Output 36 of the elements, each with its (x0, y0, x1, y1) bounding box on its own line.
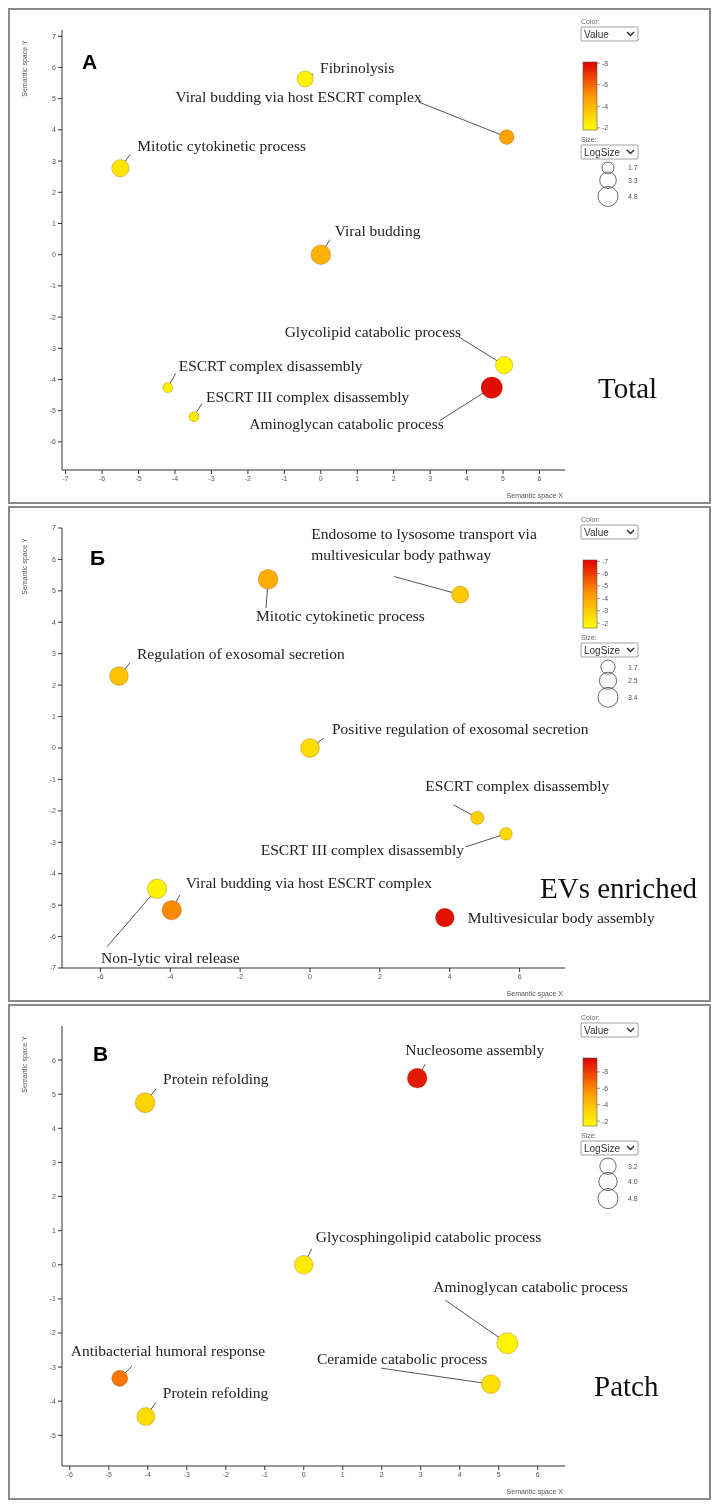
series-label: Glycosphingolipid catabolic process (315, 1227, 542, 1245)
select-field: Value (580, 1022, 639, 1038)
annotation: EVs enriched (540, 872, 698, 904)
series-label: ESCRT complex disassembly (178, 356, 363, 374)
text: Aminoglycan catabolic process (433, 1277, 628, 1295)
text: Antibacterial humoral response (70, 1341, 266, 1359)
series-label: Ceramide catabolic process (316, 1349, 488, 1367)
text: A (82, 50, 98, 74)
select-field: LogSize (580, 144, 639, 160)
series-label: Protein refolding (163, 1069, 269, 1087)
series-label: Regulation of exosomal secretion (136, 644, 346, 662)
series-label: Viral budding (334, 221, 421, 239)
series-label: Mitotic cytokinetic process (137, 136, 307, 154)
text: ESCRT III complex disassembly (260, 840, 465, 858)
text: B (93, 1042, 109, 1066)
text: Endosome to lysosome transport via multivesicular body pathway (311, 524, 537, 563)
text: Viral budding via host ESCRT complex (175, 87, 422, 105)
select-field: LogSize (580, 642, 639, 658)
series-label: Protein refolding (162, 1383, 269, 1401)
series-label: Mitotic cytokinetic process (256, 606, 425, 624)
select-field: Value (580, 524, 639, 540)
series-label: Nucleosome assembly (405, 1040, 545, 1058)
text: Non-lytic viral release (101, 948, 240, 966)
series-label: Multivesicular body assembly (467, 908, 655, 926)
select-field: Value (580, 26, 639, 42)
select-field: LogSize (580, 1140, 639, 1156)
text: Glycolipid catabolic process (284, 322, 462, 340)
series-label: Positive regulation of exosomal secretion (332, 719, 589, 737)
text: Patch (594, 1370, 659, 1402)
text: Aminoglycan catabolic process (249, 414, 444, 432)
series-label: ESCRT III complex disassembly (205, 387, 410, 405)
text: Total (598, 372, 658, 404)
series-label: Viral budding via host ESCRT complex (185, 873, 433, 891)
text: Б (90, 546, 106, 570)
text: ESCRT complex disassembly (425, 776, 610, 794)
series-label: Fibrinolysis (320, 58, 395, 76)
